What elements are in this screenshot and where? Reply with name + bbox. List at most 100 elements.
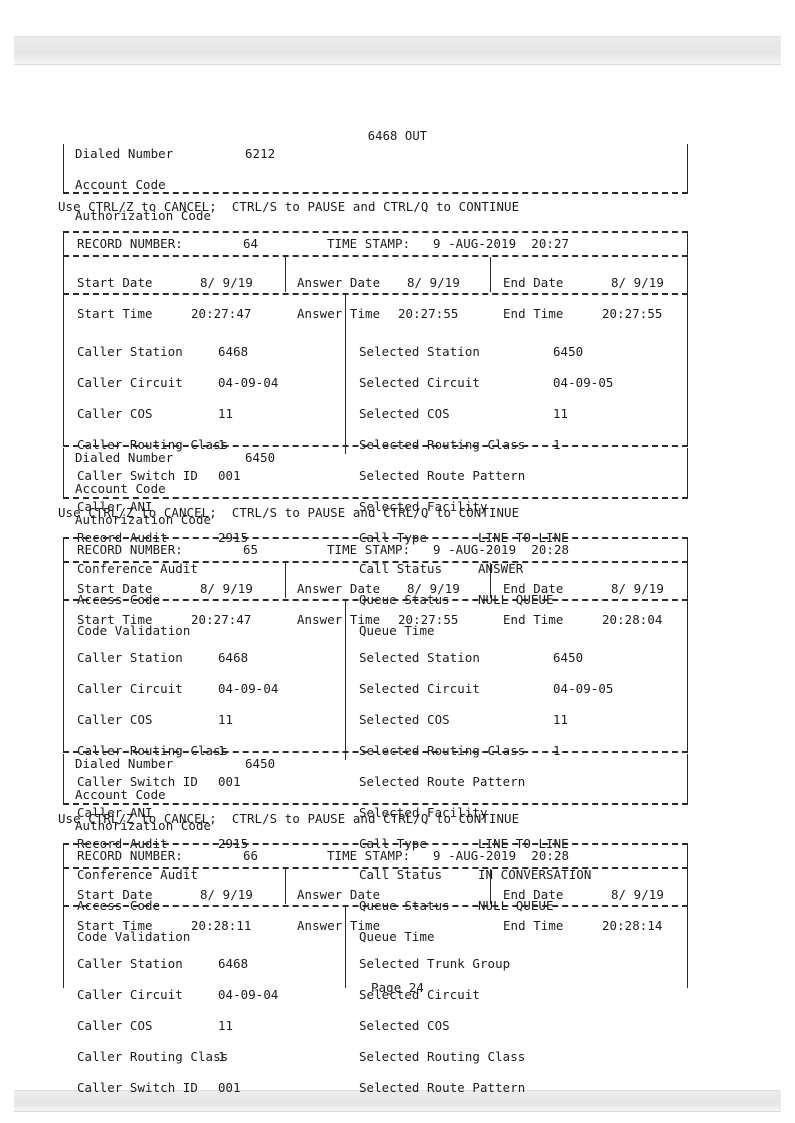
start-date-value: 8/ 9/19 (200, 274, 253, 290)
caller-station-value: 6468 (218, 343, 249, 359)
caller-ani-row: Caller ANI Selected Facility (63, 499, 688, 515)
selected-routing-class-label: Selected Routing Class (359, 1048, 526, 1064)
code-validation-label: Code Validation (77, 929, 191, 945)
caller-routing-class-row: Caller Routing Class 1 Selected Routing … (63, 743, 688, 759)
record-number-label: RECORD NUMBER: (77, 236, 183, 251)
queue-time-label: Queue Time (359, 929, 435, 945)
start-time-value: 20:28:11 (191, 917, 252, 933)
account-code-label: Account Code (75, 481, 166, 497)
authorization-code-label: Authorization Code (75, 512, 212, 528)
selected-circuit-value: 04-09-05 (553, 374, 614, 390)
box-border-left (63, 448, 64, 497)
account-code-row: Account Code (63, 787, 688, 803)
start-date-row: Start Date 8/ 9/19 Answer Date End Date … (63, 887, 688, 903)
caller-station-value: 6468 (218, 955, 249, 971)
caller-cos-label: Caller COS (77, 1017, 153, 1033)
record-65-detail-rule (63, 751, 688, 753)
answer-time-label: Answer Time (297, 611, 381, 627)
record-header-rule (63, 867, 688, 869)
start-date-row: Start Date 8/ 9/19 Answer Date 8/ 9/19 E… (63, 581, 688, 597)
column-separator-2 (490, 563, 491, 598)
answer-time-label: Answer Time (297, 917, 381, 933)
box-border-left (63, 144, 64, 193)
record-header-row: RECORD NUMBER: 65 TIME STAMP: 9 -AUG-201… (63, 542, 688, 558)
selected-cos-value: 11 (553, 405, 569, 421)
datetime-section-rule (63, 293, 688, 295)
caller-routing-class-value: 1 (218, 1048, 226, 1064)
caller-cos-row: Caller COS 11 Selected COS (63, 1018, 688, 1034)
account-code-row: Account Code (63, 481, 688, 497)
record-number-value: 65 (243, 542, 259, 557)
partial-record-top: Dialed Number 6212 Account Code Authoriz… (63, 144, 688, 223)
authorization-code-row: Authorization Code (63, 512, 688, 528)
selected-cos-value: 11 (553, 711, 569, 727)
caller-station-label: Caller Station (77, 343, 183, 359)
caller-switch-id-value: 001 (218, 773, 241, 789)
datetime-section-rule (63, 905, 688, 907)
divider-rule (63, 497, 688, 499)
caller-cos-label: Caller COS (77, 711, 153, 727)
divider-rule (63, 192, 688, 194)
caller-circuit-value: 04-09-04 (218, 680, 279, 696)
caller-circuit-row: Caller Circuit 04-09-04 Selected Circuit… (63, 681, 688, 697)
record-header-row: RECORD NUMBER: 66 TIME STAMP: 9 -AUG-201… (63, 848, 688, 864)
end-time-label: End Time (503, 611, 564, 627)
time-stamp-value: 9 -AUG-2019 20:28 (433, 848, 570, 863)
caller-ani-row: Caller ANI Selected Facility (63, 805, 688, 821)
record-number-label: RECORD NUMBER: (77, 848, 183, 863)
answer-date-label: Answer Date (297, 886, 381, 902)
record-64-dialed-block: Dialed Number 6450 Account Code Authoriz… (63, 448, 688, 527)
time-stamp-value: 9 -AUG-2019 20:28 (433, 542, 570, 557)
selected-trunk-group-label: Selected Trunk Group (359, 955, 511, 971)
datetime-section-rule (63, 599, 688, 601)
time-stamp-label: TIME STAMP: (327, 542, 411, 557)
end-time-value: 20:28:04 (602, 611, 663, 627)
selected-circuit-label: Selected Circuit (359, 986, 480, 1002)
box-border-right (687, 845, 688, 988)
box-border-left (63, 845, 64, 988)
end-time-label: End Time (503, 917, 564, 933)
caller-switch-id-row: Caller Switch ID 001 Selected Route Patt… (63, 774, 688, 790)
record-64-detail-rule (63, 445, 688, 447)
record-66-top-rule (63, 843, 688, 845)
authorization-code-row: Authorization Code (63, 208, 688, 224)
caller-routing-class-label: Caller Routing Class (77, 436, 229, 452)
dialed-number-row: Dialed Number 6212 (63, 146, 688, 162)
end-date-label: End Date (503, 580, 564, 596)
start-time-row: Start Time 20:27:47 Answer Time 20:27:55… (63, 612, 688, 628)
box-border-left (63, 754, 64, 803)
start-time-row: Start Time 20:27:47 Answer Time 20:27:55… (63, 306, 688, 322)
dialed-number-row: Dialed Number 6450 (63, 756, 688, 772)
box-border-right (687, 539, 688, 751)
start-date-value: 8/ 9/19 (200, 580, 253, 596)
detail-column-separator (345, 295, 346, 454)
record-header-rule (63, 561, 688, 563)
caller-station-row: Caller Station 6468 Selected Station 645… (63, 650, 688, 666)
caller-routing-class-row: Caller Routing Class 1 Selected Routing … (63, 437, 688, 453)
record-65-dialed-block: Dialed Number 6450 Account Code Authoriz… (63, 754, 688, 833)
selected-routing-class-value: 1 (553, 436, 561, 452)
caller-circuit-row: Caller Circuit 04-09-04 Selected Circuit… (63, 375, 688, 391)
code-validation-row: Code Validation Queue Time (63, 623, 688, 639)
scan-edge-bottom (14, 1090, 781, 1112)
box-border-right (687, 448, 688, 497)
authorization-code-label: Authorization Code (75, 818, 212, 834)
prompt-line-2: Use CTRL/Z to CANCEL; CTRL/S to PAUSE an… (58, 505, 520, 520)
caller-routing-class-label: Caller Routing Class (77, 742, 229, 758)
record-number-value: 66 (243, 848, 259, 863)
caller-circuit-value: 04-09-04 (218, 986, 279, 1002)
authorization-code-label: Authorization Code (75, 208, 212, 224)
caller-cos-value: 11 (218, 711, 234, 727)
caller-cos-label: Caller COS (77, 405, 153, 421)
answer-date-label: Answer Date (297, 274, 381, 290)
box-border-left (63, 539, 64, 751)
selected-circuit-label: Selected Circuit (359, 374, 480, 390)
code-validation-row: Code Validation Queue Time (63, 929, 688, 945)
caller-routing-class-value: 1 (218, 436, 226, 452)
dialed-number-value: 6450 (245, 756, 276, 771)
caller-switch-id-row: Caller Switch ID 001 Selected Route Patt… (63, 1080, 688, 1096)
record-card-65: RECORD NUMBER: 65 TIME STAMP: 9 -AUG-201… (63, 539, 688, 944)
caller-switch-id-row: Caller Switch ID 001 Selected Route Patt… (63, 468, 688, 484)
dialed-number-label: Dialed Number (75, 146, 174, 161)
answer-time-label: Answer Time (297, 305, 381, 321)
